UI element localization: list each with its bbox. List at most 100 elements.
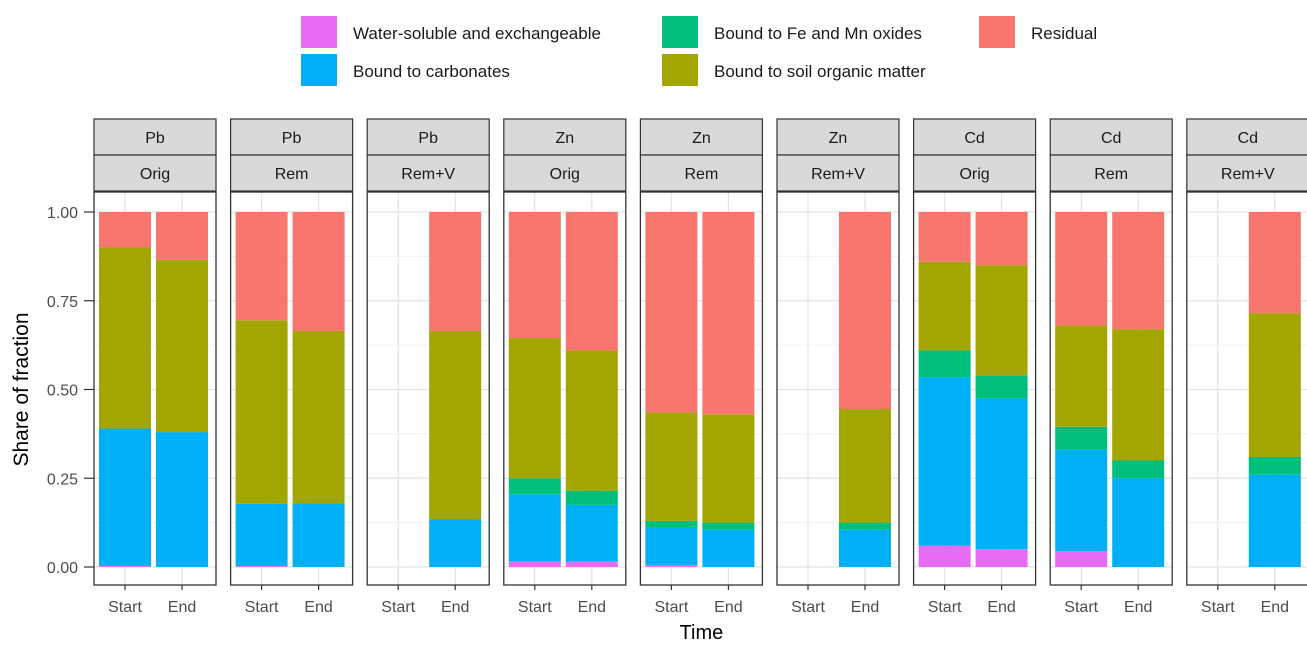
y-tick-label: 0.00: [47, 560, 78, 577]
legend-label: Bound to carbonates: [353, 62, 510, 81]
x-tick-label: End: [987, 599, 1015, 616]
y-tick-label: 0.25: [47, 471, 78, 488]
bar-segment: [156, 432, 208, 567]
bar-segment: [508, 212, 561, 339]
bar-segment: [975, 398, 1028, 550]
x-tick-label: End: [578, 599, 606, 616]
legend-key: [662, 16, 698, 48]
facet-strip-metal: [776, 118, 900, 156]
panel-border: [639, 191, 764, 586]
x-tick-label: Start: [791, 599, 825, 616]
bar-segment: [292, 503, 345, 567]
bar-segment: [235, 212, 288, 321]
x-tick-label: Start: [1064, 599, 1098, 616]
legend-label: Bound to soil organic matter: [714, 62, 926, 81]
facet-label-treatment: Rem: [1094, 166, 1128, 183]
facet-strip-treatment: [93, 154, 217, 192]
facet-label-metal: Cd: [1101, 130, 1121, 147]
facet-strip-treatment: [230, 154, 354, 192]
bar-segment: [645, 212, 698, 413]
bar-segment: [975, 212, 1028, 266]
bar-segment: [292, 330, 345, 504]
bar-segment: [508, 338, 561, 479]
x-axis-title: Time: [680, 622, 724, 643]
bar-segment: [918, 212, 971, 262]
bar-segment: [975, 549, 1028, 567]
bar-segment: [1112, 329, 1165, 461]
bar-segment: [99, 247, 151, 429]
bar-segment: [645, 520, 698, 528]
bar-segment: [839, 409, 891, 523]
x-tick-label: End: [1124, 599, 1152, 616]
x-tick-label: End: [1261, 599, 1289, 616]
bar-segment: [429, 212, 482, 331]
bar-segment: [429, 519, 482, 567]
facet-strip-metal: [503, 118, 627, 156]
bar-segment: [1055, 551, 1108, 567]
bar-segment: [1055, 426, 1108, 450]
legend-label: Bound to Fe and Mn oxides: [714, 24, 922, 43]
bar-segment: [508, 494, 561, 562]
bar-segment: [1055, 325, 1108, 427]
facet-label-treatment: Orig: [959, 166, 989, 183]
facet-label-metal: Zn: [692, 130, 711, 147]
facet-label-treatment: Orig: [550, 166, 580, 183]
bar-segment: [235, 320, 288, 504]
bar-segment: [918, 261, 971, 351]
legend-label: Residual: [1031, 24, 1097, 43]
bar-segment: [1112, 460, 1165, 479]
facet-label-treatment: Rem: [685, 166, 719, 183]
bar-segment: [918, 545, 971, 567]
bar-segment: [975, 265, 1028, 376]
facet-strip-metal: [366, 118, 490, 156]
bar-segment: [99, 565, 151, 567]
panel-border: [229, 191, 354, 586]
bar-segment: [565, 212, 618, 351]
legend-key: [662, 54, 698, 86]
facet-label-treatment: Rem+V: [811, 166, 865, 183]
bar-segment: [508, 561, 561, 567]
bar-segment: [99, 212, 151, 248]
bar-segment: [1055, 449, 1108, 552]
bar-segment: [702, 522, 755, 530]
bar-segment: [839, 529, 891, 567]
bar-segment: [839, 212, 891, 410]
facet-label-metal: Pb: [282, 130, 302, 147]
bar-segment: [156, 212, 208, 260]
facet-label-metal: Zn: [829, 130, 848, 147]
panel-border: [912, 191, 1037, 586]
x-tick-label: End: [441, 599, 469, 616]
bar-segment: [645, 565, 698, 567]
facet-label-treatment: Rem: [275, 166, 309, 183]
bar-segment: [565, 350, 618, 491]
bar-segment: [565, 561, 618, 567]
legend-label: Water-soluble and exchangeable: [353, 24, 601, 43]
facet-label-metal: Pb: [418, 130, 438, 147]
bar-segment: [645, 527, 698, 566]
bar-segment: [839, 522, 891, 530]
facet-strip-metal: [230, 118, 354, 156]
facet-label-treatment: Orig: [140, 166, 170, 183]
panel-border: [93, 191, 217, 586]
facet-strip-metal: [1049, 118, 1173, 156]
bar-segment: [235, 503, 288, 566]
bar-segment: [1248, 313, 1301, 457]
facet-strip-treatment: [1186, 154, 1307, 192]
y-tick-label: 0.75: [47, 294, 78, 311]
x-tick-label: End: [168, 599, 196, 616]
legend-key: [301, 16, 337, 48]
legend-key: [979, 16, 1015, 48]
facet-label-treatment: Rem+V: [1221, 166, 1275, 183]
facet-strip-metal: [93, 118, 217, 156]
bar-segment: [918, 350, 971, 378]
bar-segment: [1055, 212, 1108, 326]
facet-strip-treatment: [639, 154, 764, 192]
panel-border: [1186, 191, 1307, 586]
bar-segment: [1112, 212, 1165, 330]
bar-segment: [292, 212, 345, 331]
bar-segment: [429, 330, 482, 520]
facet-strip-treatment: [1049, 154, 1173, 192]
facet-label-metal: Zn: [555, 130, 574, 147]
